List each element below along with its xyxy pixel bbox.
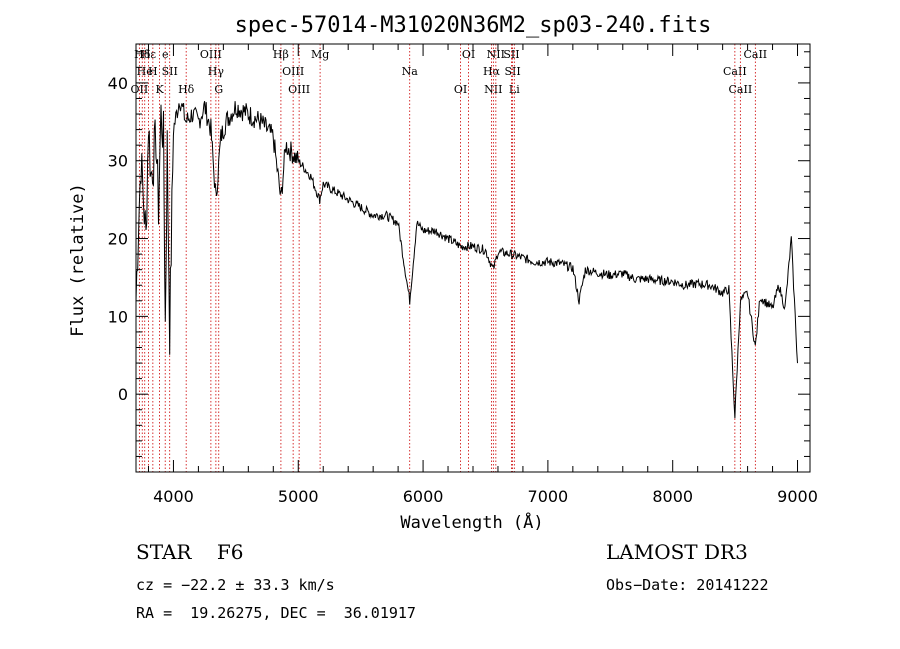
class-label: STAR	[136, 540, 192, 564]
line-marker-label: OI	[454, 83, 467, 96]
y-ticks: 0 10 20 30 40	[108, 51, 810, 457]
line-marker-label: OIII	[200, 48, 222, 61]
line-marker-label: Mg	[311, 48, 329, 61]
line-marker-label: OIII	[288, 83, 310, 96]
star-class: STAR F6	[136, 540, 244, 564]
line-marker-label: K	[155, 83, 164, 96]
cz-value: cz = −22.2 ± 33.3 km/s	[136, 576, 335, 594]
plot-frame	[135, 43, 811, 473]
y-tick-label: 0	[118, 385, 128, 404]
line-marker-label: OI	[462, 48, 475, 61]
line-marker-label: SII	[162, 65, 178, 78]
line-marker-label: G	[214, 83, 223, 96]
line-marker-label: SII	[503, 48, 519, 61]
line-marker-label: CaII	[743, 48, 767, 61]
line-marker-label: CaII	[729, 83, 753, 96]
line-marker-label: NII	[487, 48, 505, 61]
x-ticks: 4000 5000 6000 7000 8000 9000	[147, 44, 818, 506]
spectrum-line	[135, 100, 798, 419]
obs-date: Obs−Date: 20141222	[606, 576, 769, 594]
x-axis-label: Wavelength (Å)	[400, 511, 543, 533]
line-marker-label: Na	[402, 65, 419, 78]
line-marker-label: OIII	[282, 65, 304, 78]
line-marker-label: Li	[509, 83, 520, 96]
y-tick-label: 30	[108, 152, 128, 171]
x-tick-label: 4000	[153, 487, 194, 506]
x-tick-label: 9000	[777, 487, 818, 506]
y-tick-label: 10	[108, 307, 128, 326]
line-marker-label: Hγ	[208, 65, 225, 78]
y-tick-label: 20	[108, 230, 128, 249]
line-marker-label: Hβ	[273, 48, 289, 61]
y-axis-label: Flux (relative)	[68, 183, 88, 337]
line-markers: HδHeOIIHεHKeSIIHδOIIIHγGHβOIIIOIIIMgNaOI…	[131, 44, 767, 472]
line-marker-label: SII	[504, 65, 520, 78]
line-marker-label: He	[137, 65, 153, 78]
line-marker-label: NII	[484, 83, 502, 96]
survey-label: LAMOST DR3	[606, 540, 748, 564]
line-marker-label: Hα	[483, 65, 501, 78]
x-tick-label: 5000	[278, 487, 319, 506]
line-marker-label: Hδ	[178, 83, 195, 96]
x-tick-label: 7000	[528, 487, 569, 506]
x-tick-label: 6000	[403, 487, 444, 506]
line-marker-label: H	[148, 65, 158, 78]
line-marker-label: OII	[131, 83, 149, 96]
line-marker-label: e	[162, 48, 169, 61]
line-marker-label: CaII	[723, 65, 747, 78]
y-tick-label: 40	[108, 74, 128, 93]
subclass-label: F6	[216, 540, 244, 564]
line-marker-label: Hδ	[134, 48, 151, 61]
x-tick-label: 8000	[652, 487, 693, 506]
ra-dec: RA = 19.26275, DEC = 36.01917	[136, 604, 416, 622]
chart-title: spec-57014-M31020N36M2_sp03-240.fits	[235, 13, 712, 38]
